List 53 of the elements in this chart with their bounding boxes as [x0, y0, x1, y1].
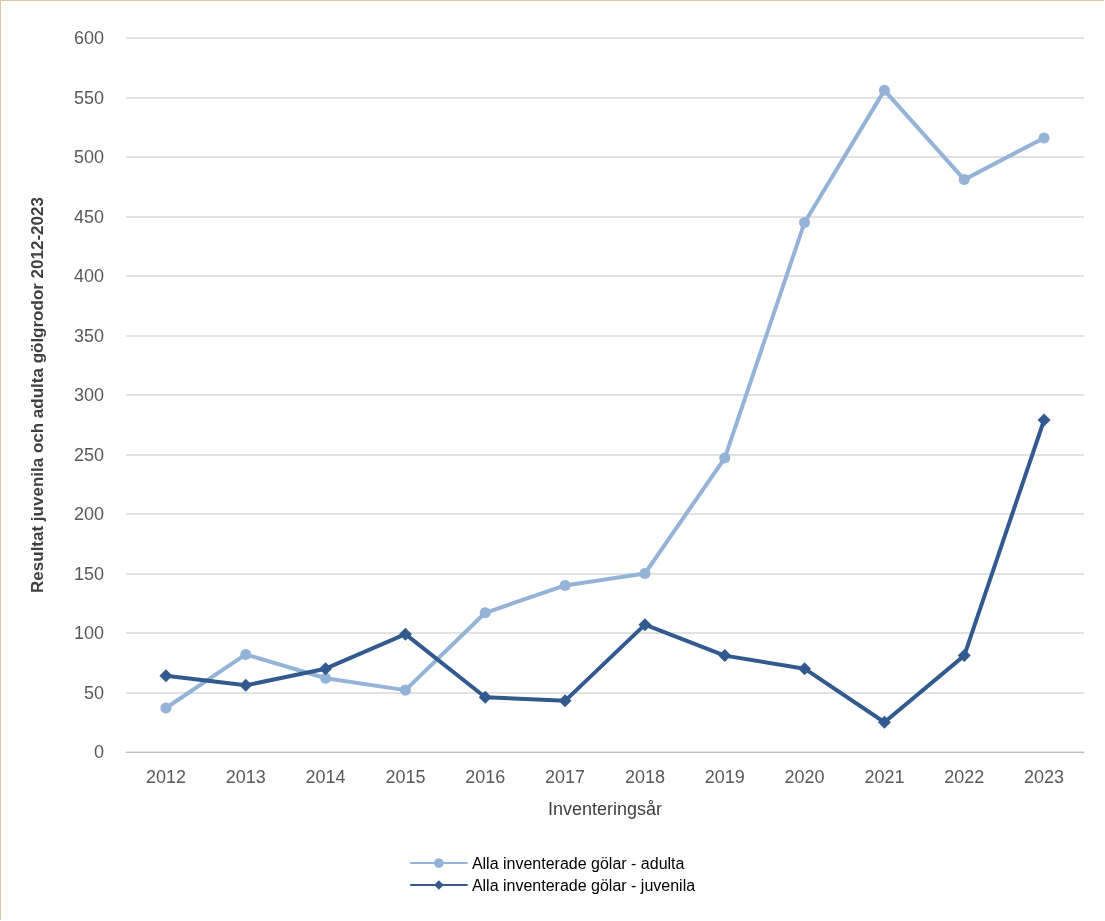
y-tick-label: 150: [73, 563, 104, 584]
point: [398, 627, 412, 641]
point: [719, 452, 731, 464]
y-tick-label: 250: [73, 444, 104, 465]
y-tick-label: 350: [73, 325, 104, 346]
point: [160, 702, 172, 714]
point: [159, 669, 173, 683]
point: [478, 690, 492, 704]
y-tick-label: 100: [73, 623, 104, 643]
point: [638, 618, 652, 632]
x-tick-label: 2023: [1024, 767, 1065, 787]
point: [239, 678, 253, 692]
x-tick-label: 2020: [784, 767, 825, 787]
x-tick-label: 2012: [145, 767, 186, 787]
x-tick-label: 2022: [944, 767, 985, 787]
y-tick-label: 450: [73, 206, 104, 227]
legend-label: Alla inventerade gölar - adulta: [471, 854, 685, 872]
point: [957, 649, 971, 663]
point: [399, 684, 411, 696]
x-axis-title: Inventeringsår: [547, 799, 663, 819]
x-tick-label: 2016: [465, 767, 506, 787]
y-tick-label: 600: [73, 28, 104, 48]
point: [798, 662, 812, 676]
point: [319, 662, 333, 676]
x-tick-label: 2017: [545, 767, 586, 787]
x-tick-label: 2015: [385, 767, 426, 787]
point: [718, 649, 732, 663]
point: [878, 84, 890, 96]
x-tick-label: 2019: [704, 767, 745, 787]
point: [1038, 132, 1050, 144]
point: [320, 672, 332, 684]
y-tick-label: 500: [73, 147, 104, 167]
point: [558, 694, 572, 708]
y-tick-label: 300: [73, 385, 104, 405]
y-axis-title: Resultat juvenila och adulta gölgrodor 2012-2023: [28, 197, 47, 593]
x-tick-label: 2018: [624, 767, 665, 787]
x-tick-label: 2013: [225, 767, 266, 787]
y-tick-label: 0: [93, 742, 104, 762]
point: [799, 216, 811, 228]
point: [1037, 413, 1051, 427]
point: [479, 607, 491, 619]
point: [240, 648, 252, 660]
y-tick-label: 200: [73, 504, 104, 524]
y-tick-label: 400: [73, 266, 104, 286]
y-tick-label: 50: [83, 682, 104, 703]
legend-label: Alla inventerade gölar - juvenila: [471, 876, 696, 894]
point: [958, 174, 970, 186]
point: [639, 568, 651, 579]
point: [877, 715, 891, 729]
y-tick-label: 550: [73, 87, 104, 108]
point: [559, 579, 571, 591]
x-tick-label: 2014: [305, 767, 346, 787]
x-tick-label: 2021: [864, 767, 905, 787]
